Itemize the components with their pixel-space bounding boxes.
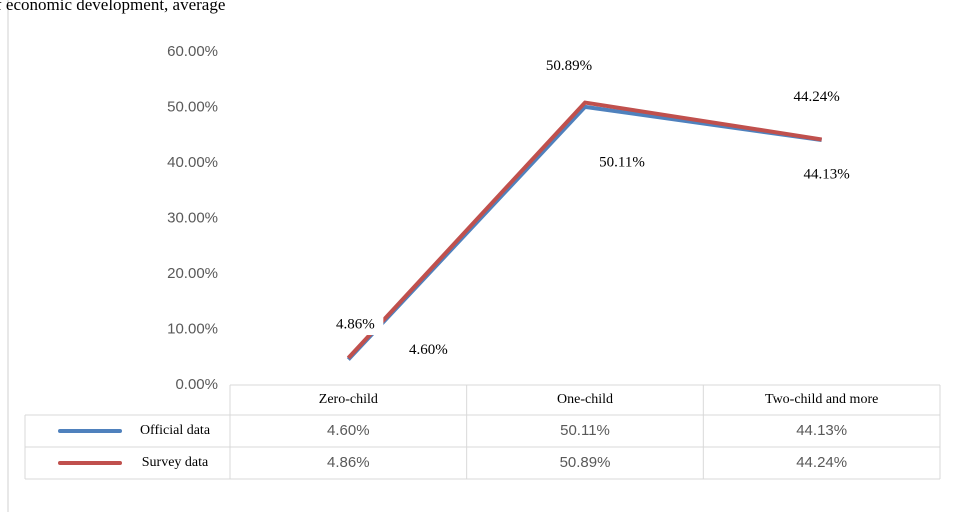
x-tick-label: Zero-child: [319, 392, 378, 407]
legend-label: Survey data: [142, 455, 209, 470]
data-label: 44.24%: [794, 89, 840, 105]
series-line: [346, 100, 822, 360]
y-tick-label: 10.00%: [167, 320, 218, 337]
series-line: [346, 104, 822, 361]
caption-fragment: f economic development, average: [0, 0, 225, 14]
table-value: 44.13%: [796, 422, 847, 439]
table-value: 50.11%: [560, 422, 610, 439]
table-value: 4.86%: [327, 454, 370, 471]
data-label: 50.89%: [546, 58, 592, 74]
data-label: 4.60%: [409, 342, 448, 358]
y-tick-label: 20.00%: [167, 265, 218, 282]
table-value: 44.24%: [796, 454, 847, 471]
y-tick-label: 30.00%: [167, 209, 218, 226]
label-background: [327, 315, 384, 336]
x-tick-label: One-child: [557, 392, 613, 407]
x-tick-label: Two-child and more: [765, 392, 878, 407]
y-tick-label: 50.00%: [167, 98, 218, 115]
y-tick-label: 60.00%: [167, 43, 218, 60]
data-label: 44.13%: [804, 167, 850, 183]
y-tick-label: 40.00%: [167, 154, 218, 171]
table-value: 50.89%: [560, 454, 611, 471]
y-tick-label: 0.00%: [175, 376, 218, 393]
table-value: 4.60%: [327, 422, 370, 439]
data-label: 4.86%: [336, 316, 375, 332]
data-label: 50.11%: [599, 154, 645, 170]
legend-label: Official data: [140, 423, 211, 438]
